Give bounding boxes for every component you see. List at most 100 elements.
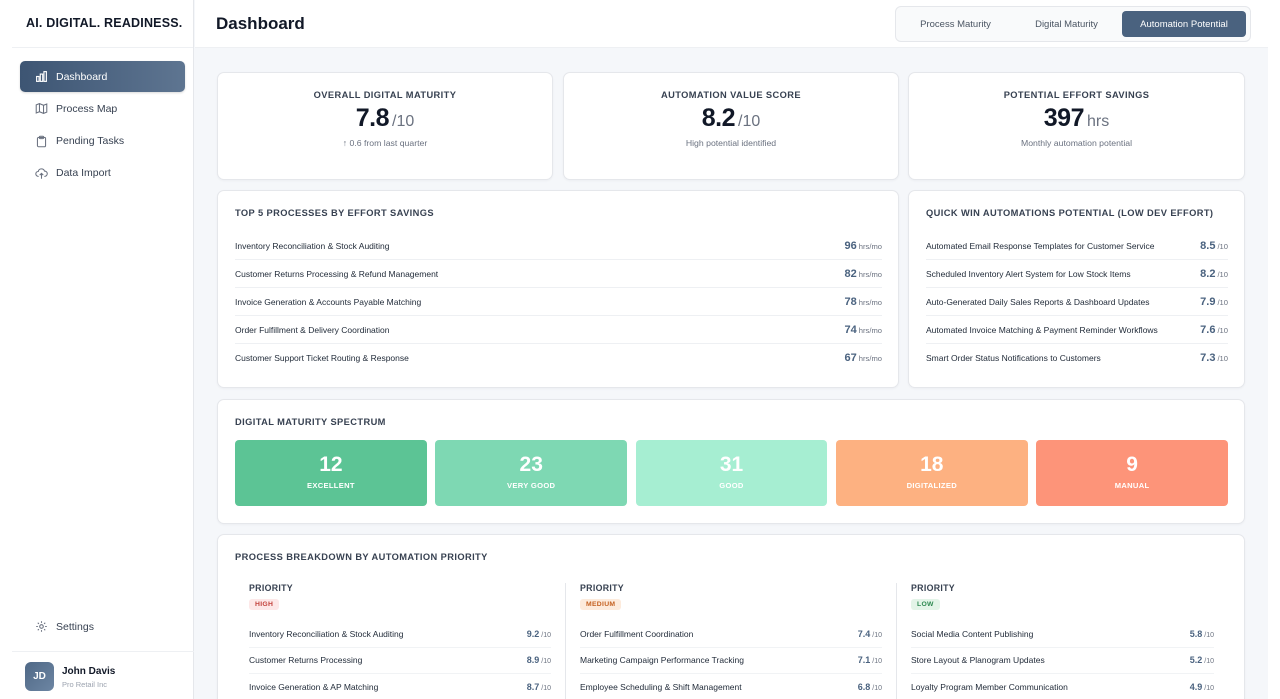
sidebar-item-data-import[interactable]: Data Import — [20, 158, 185, 189]
sidebar-nav: Dashboard Process Map Pending Tasks Data… — [12, 48, 193, 189]
sidebar-item-pending-tasks[interactable]: Pending Tasks — [20, 126, 185, 157]
kpi-value: 7.8 — [355, 104, 390, 132]
score-unit: /10 — [541, 658, 551, 666]
gear-icon — [34, 620, 48, 634]
list-item[interactable]: Invoice Generation & Accounts Payable Ma… — [235, 288, 882, 316]
score-unit: /10 — [872, 658, 882, 666]
process-name: Order Fulfillment & Delivery Coordinatio… — [235, 324, 390, 335]
list-item[interactable]: Store Layout & Planogram Updates 5.2/10 — [911, 648, 1214, 674]
list-item[interactable]: Scheduled Inventory Alert System for Low… — [926, 260, 1228, 288]
spectrum-segment-digitalized[interactable]: 18 DIGITALIZED — [835, 440, 1028, 506]
list-item[interactable]: Customer Returns Processing 8.9/10 — [249, 648, 551, 674]
bar-chart-icon — [34, 70, 48, 84]
process-name: Social Media Content Publishing — [911, 628, 1034, 639]
score-unit: /10 — [1217, 241, 1228, 251]
brand-logo: AI. DIGITAL. READINESS. — [12, 0, 193, 48]
user-company: Pro Retail Inc — [62, 680, 108, 689]
list-item[interactable]: Order Fulfillment Coordination 7.4/10 — [580, 621, 882, 648]
score-value: 4.9 — [1189, 681, 1203, 692]
sidebar-item-label: Pending Tasks — [56, 135, 125, 148]
kpi-card-automation-value: AUTOMATION VALUE SCORE 8.2 /10 High pote… — [563, 72, 899, 180]
list-item[interactable]: Auto-Generated Daily Sales Reports & Das… — [926, 288, 1228, 316]
savings-value: 96 — [844, 239, 857, 252]
automation-name: Smart Order Status Notifications to Cust… — [926, 353, 1101, 363]
score-value: 7.6 — [1200, 323, 1216, 336]
kpi-subtext: High potential identified — [685, 138, 777, 148]
list-item[interactable]: Customer Support Ticket Routing & Respon… — [235, 344, 882, 372]
score-unit: /10 — [541, 684, 551, 692]
kpi-subtext: Monthly automation potential — [1020, 138, 1133, 148]
tab-digital-maturity[interactable]: Digital Maturity — [1035, 18, 1098, 30]
priority-heading: PRIORITY — [580, 583, 624, 593]
list-item[interactable]: Automated Email Response Templates for C… — [926, 232, 1228, 260]
process-name: Customer Support Ticket Routing & Respon… — [235, 353, 409, 363]
list-item[interactable]: Inventory Reconciliation & Stock Auditin… — [249, 621, 551, 648]
list-item[interactable]: Social Media Content Publishing 5.8/10 — [911, 621, 1214, 648]
user-profile[interactable]: JD John Davis Pro Retail Inc — [12, 651, 194, 699]
top-header: Dashboard Process Maturity Digital Matur… — [195, 0, 1268, 48]
score-unit: /10 — [1217, 325, 1228, 335]
list-item[interactable]: Order Fulfillment & Delivery Coordinatio… — [235, 316, 882, 344]
kpi-unit: hrs — [1086, 113, 1110, 130]
maturity-spectrum: 12 EXCELLENT 23 VERY GOOD 31 GOOD 18 DIG… — [235, 440, 1228, 506]
score-unit: /10 — [872, 684, 882, 692]
score-value: 8.5 — [1200, 239, 1216, 252]
segment-count: 12 — [319, 453, 343, 476]
sidebar-item-label: Data Import — [56, 167, 111, 180]
view-tabs: Process Maturity Digital Maturity Automa… — [895, 6, 1251, 42]
score-unit: /10 — [1204, 631, 1214, 639]
spectrum-segment-good[interactable]: 31 GOOD — [635, 440, 828, 506]
score-value: 7.3 — [1200, 352, 1216, 364]
process-name: Inventory Reconciliation & Stock Auditin… — [249, 628, 404, 639]
priority-breakdown-card: PROCESS BREAKDOWN BY AUTOMATION PRIORITY… — [217, 534, 1245, 699]
kpi-value: 397 — [1043, 104, 1085, 132]
sidebar-item-dashboard[interactable]: Dashboard — [20, 61, 185, 92]
score-value: 7.4 — [857, 628, 871, 639]
list-item[interactable]: Smart Order Status Notifications to Cust… — [926, 344, 1228, 372]
savings-value: 67 — [844, 352, 857, 364]
maturity-spectrum-card: DIGITAL MATURITY SPECTRUM 12 EXCELLENT 2… — [217, 399, 1245, 524]
segment-label: EXCELLENT — [306, 481, 355, 490]
list-item[interactable]: Employee Scheduling & Shift Management 6.… — [580, 674, 882, 699]
settings-label: Settings — [56, 620, 94, 633]
list-item[interactable]: Invoice Generation & AP Matching 8.7/10 — [249, 674, 551, 699]
priority-badge-medium: MEDIUM — [580, 599, 622, 610]
score-unit: /10 — [1204, 684, 1214, 692]
spectrum-segment-excellent[interactable]: 12 EXCELLENT — [235, 440, 427, 506]
savings-unit: hrs/mo — [858, 241, 882, 251]
list-item[interactable]: Loyalty Program Member Communication 4.9/… — [911, 674, 1214, 699]
score-unit: /10 — [1204, 658, 1214, 666]
segment-count: 18 — [920, 453, 944, 476]
process-name: Marketing Campaign Performance Tracking — [580, 655, 744, 666]
score-value: 5.2 — [1189, 655, 1203, 666]
list-item[interactable]: Automated Invoice Matching & Payment Rem… — [926, 316, 1228, 344]
tab-automation-potential[interactable]: Automation Potential — [1122, 11, 1246, 37]
priority-column-medium: PRIORITY MEDIUM Order Fulfillment Coordi… — [566, 583, 897, 699]
kpi-subtext: ↑ 0.6 from last quarter — [342, 138, 428, 148]
kpi-label: OVERALL DIGITAL MATURITY — [313, 90, 457, 100]
segment-label: GOOD — [719, 481, 744, 490]
tab-process-maturity[interactable]: Process Maturity — [920, 18, 991, 30]
list-item[interactable]: Inventory Reconciliation & Stock Auditin… — [235, 232, 882, 260]
savings-unit: hrs/mo — [858, 354, 882, 363]
list-item[interactable]: Customer Returns Processing & Refund Man… — [235, 260, 882, 288]
kpi-unit: /10 — [392, 113, 415, 130]
savings-value: 82 — [844, 267, 857, 280]
spectrum-segment-manual[interactable]: 9 MANUAL — [1036, 440, 1228, 506]
priority-heading: PRIORITY — [249, 583, 293, 593]
user-name: John Davis — [62, 666, 116, 677]
score-unit: /10 — [541, 631, 551, 639]
score-value: 9.2 — [526, 628, 540, 639]
map-icon — [34, 102, 48, 116]
process-name: Employee Scheduling & Shift Management — [580, 681, 742, 692]
section-title: DIGITAL MATURITY SPECTRUM — [235, 417, 386, 427]
segment-label: DIGITALIZED — [906, 481, 957, 490]
sidebar-item-settings[interactable]: Settings — [20, 611, 186, 642]
sidebar-item-process-map[interactable]: Process Map — [20, 93, 185, 124]
list-item[interactable]: Marketing Campaign Performance Tracking 7… — [580, 648, 882, 674]
spectrum-segment-very-good[interactable]: 23 VERY GOOD — [435, 440, 628, 506]
priority-column-high: PRIORITY HIGH Inventory Reconciliation &… — [235, 583, 566, 699]
clipboard-icon — [34, 134, 48, 148]
savings-value: 74 — [844, 323, 857, 336]
top-processes-list: Inventory Reconciliation & Stock Auditin… — [235, 232, 882, 372]
